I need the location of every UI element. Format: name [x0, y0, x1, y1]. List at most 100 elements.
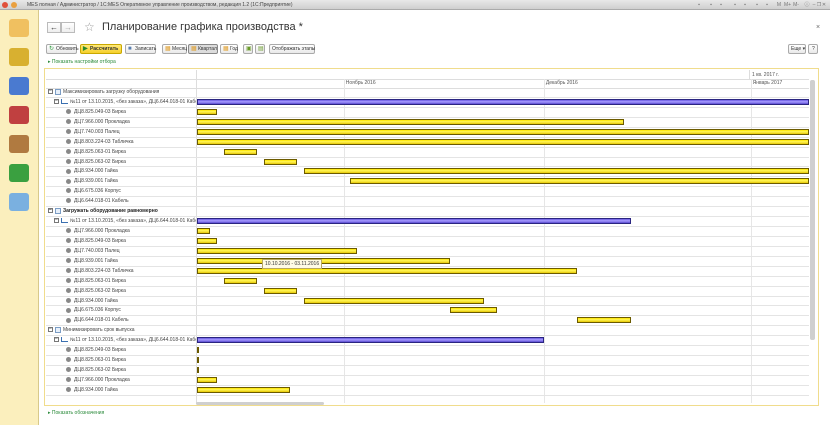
tree-group-row[interactable]: − Минимизировать срок выпуска	[48, 325, 196, 335]
tree-item-row[interactable]: ДЦ8.934.000 Гайка	[66, 166, 196, 176]
operation-bar[interactable]	[197, 118, 624, 125]
operation-bar[interactable]	[223, 148, 258, 155]
tree-item-row[interactable]: ДЦ8.825.063-02 Бирка	[66, 286, 196, 296]
operation-bar[interactable]	[197, 357, 199, 364]
factory-icon[interactable]	[9, 106, 29, 124]
window-control-restore-icon[interactable]: ❐	[816, 2, 822, 8]
window-control-preview-icon[interactable]: ▪	[720, 2, 722, 8]
show-legend-link[interactable]: ▸ Показать обозначения	[48, 410, 105, 416]
tree-item-row[interactable]: ДЦ8.934.000 Гайка	[66, 296, 196, 306]
tree-group-row[interactable]: − Максимизировать загрузку оборудования	[48, 87, 196, 97]
operation-bar[interactable]	[197, 237, 217, 244]
scale-month-button[interactable]: ▦ Месяц	[162, 44, 187, 54]
refresh-button[interactable]: ↻ Обновить	[46, 44, 79, 54]
tree-item-row[interactable]: ДЦ8.825.063-01 Бирка	[66, 147, 196, 157]
tree-order-row[interactable]: − №11 от 13.10.2015, «без заказа», ДЦ6.64…	[54, 97, 196, 107]
scale-year-button[interactable]: ▦ Год	[220, 44, 238, 54]
truck-icon[interactable]	[9, 77, 29, 95]
operation-bar[interactable]	[303, 168, 809, 175]
operation-bar[interactable]	[197, 257, 451, 264]
operation-bar[interactable]	[197, 267, 578, 274]
collapse-toggle-icon[interactable]: −	[48, 326, 53, 333]
app-menu-icon[interactable]	[2, 2, 8, 8]
window-control-memory-M[interactable]: M	[776, 2, 782, 8]
window-control-calculator-icon[interactable]: ▪	[766, 2, 768, 8]
app-dropdown-icon[interactable]	[11, 2, 17, 8]
tree-item-row[interactable]: ДЦ8.825.063-02 Бирка	[66, 157, 196, 167]
collapse-toggle-icon[interactable]: −	[54, 98, 59, 105]
operation-bar[interactable]	[197, 128, 809, 135]
more-button[interactable]: Еще ▾	[788, 44, 806, 54]
window-control-minimize-icon[interactable]: –	[812, 2, 816, 8]
operation-bar[interactable]	[197, 108, 217, 115]
operation-bar[interactable]	[197, 386, 291, 393]
close-icon[interactable]: ×	[816, 24, 821, 31]
calculate-button[interactable]: ▶ Рассчитать	[80, 44, 122, 54]
refresh-green-icon[interactable]	[9, 164, 29, 182]
window-control-print-icon[interactable]: ▪	[710, 2, 712, 8]
database-computer-icon[interactable]	[9, 193, 29, 211]
horizontal-scrollbar[interactable]	[196, 402, 324, 405]
window-control-save-icon[interactable]: ▪	[698, 2, 700, 8]
operation-bar[interactable]	[263, 158, 298, 165]
window-control-favorites-icon[interactable]: ▪	[744, 2, 746, 8]
tree-item-row[interactable]: ДЦ6.675.036 Корпус	[66, 186, 196, 196]
collapse-toggle-icon[interactable]: −	[54, 217, 59, 224]
tree-item-row[interactable]: ДЦ8.825.049-03 Бирка	[66, 345, 196, 355]
tree-item-row[interactable]: ДЦ7.966.000 Прокладка	[66, 117, 196, 127]
operation-bar[interactable]	[223, 277, 258, 284]
collapse-toggle-icon[interactable]: −	[48, 207, 53, 214]
operation-bar[interactable]	[263, 287, 298, 294]
operation-bar[interactable]	[450, 307, 498, 314]
favorite-star-icon[interactable]: ☆	[84, 20, 95, 34]
operation-bar[interactable]	[303, 297, 484, 304]
vertical-scrollbar[interactable]	[810, 80, 815, 340]
tree-item-row[interactable]: ДЦ7.740.003 Палец	[66, 127, 196, 137]
tree-item-row[interactable]: ДЦ6.644.018-01 Кабель	[66, 196, 196, 206]
tree-item-row[interactable]: ДЦ7.966.000 Прокладка	[66, 226, 196, 236]
collapse-all-button[interactable]: ▤	[255, 44, 265, 54]
operation-bar[interactable]	[197, 347, 199, 354]
tree-item-row[interactable]: ДЦ7.966.000 Прокладка	[66, 375, 196, 385]
operation-bar[interactable]	[577, 317, 631, 324]
collapse-toggle-icon[interactable]: −	[54, 336, 59, 343]
tree-item-row[interactable]: ДЦ8.825.063-01 Бирка	[66, 355, 196, 365]
tree-item-row[interactable]: ДЦ6.644.018-01 Кабель	[66, 315, 196, 325]
operation-bar[interactable]	[197, 138, 809, 145]
tree-item-row[interactable]: ДЦ7.740.003 Палец	[66, 246, 196, 256]
save-button[interactable]: ■ Записать	[125, 44, 156, 54]
window-control-calendar-icon[interactable]: ▪	[756, 2, 758, 8]
expand-all-button[interactable]: ▣	[243, 44, 253, 54]
operation-bar[interactable]	[197, 228, 211, 235]
tree-item-row[interactable]: ДЦ8.939.001 Гайка	[66, 256, 196, 266]
tree-order-row[interactable]: − №11 от 13.10.2015, «без заказа», ДЦ6.64…	[54, 216, 196, 226]
order-bar[interactable]	[197, 98, 809, 105]
window-control-close-icon[interactable]: ✕	[821, 2, 827, 8]
operation-bar[interactable]	[197, 247, 358, 254]
forward-button[interactable]: →	[61, 22, 75, 33]
order-bar[interactable]	[197, 218, 631, 225]
binders-icon[interactable]	[9, 48, 29, 66]
collapse-toggle-icon[interactable]: −	[48, 88, 53, 95]
scale-quarter-button[interactable]: ▦ Квартал	[188, 44, 218, 54]
help-button[interactable]: ?	[808, 44, 818, 54]
tree-item-row[interactable]: ДЦ8.803.224-03 Табличка	[66, 266, 196, 276]
window-control-memory-M-[interactable]: M-	[793, 2, 799, 8]
show-stages-button[interactable]: Отображать этапы	[269, 44, 315, 54]
tree-item-row[interactable]: ДЦ8.825.063-01 Бирка	[66, 276, 196, 286]
desk-lamp-icon[interactable]	[9, 19, 29, 37]
tree-item-row[interactable]: ДЦ6.675.036 Корпус	[66, 305, 196, 315]
window-control-memory-M+[interactable]: M+	[784, 2, 792, 8]
tree-group-row[interactable]: − Загружать оборудование равномерно	[48, 206, 196, 216]
tree-item-row[interactable]: ДЦ8.939.001 Гайка	[66, 176, 196, 186]
back-button[interactable]: ←	[47, 22, 61, 33]
operation-bar[interactable]	[350, 178, 809, 185]
tree-item-row[interactable]: ДЦ8.934.000 Гайка	[66, 385, 196, 395]
tree-item-row[interactable]: ДЦ8.825.049-03 Бирка	[66, 236, 196, 246]
tree-order-row[interactable]: − №11 от 13.10.2015, «без заказа», ДЦ6.64…	[54, 335, 196, 345]
toolbox-icon[interactable]	[9, 135, 29, 153]
window-control-home-icon[interactable]: ▪	[734, 2, 736, 8]
operation-bar[interactable]	[197, 376, 217, 383]
tree-item-row[interactable]: ДЦ8.803.224-03 Табличка	[66, 137, 196, 147]
tree-item-row[interactable]: ДЦ8.825.063-02 Бирка	[66, 365, 196, 375]
